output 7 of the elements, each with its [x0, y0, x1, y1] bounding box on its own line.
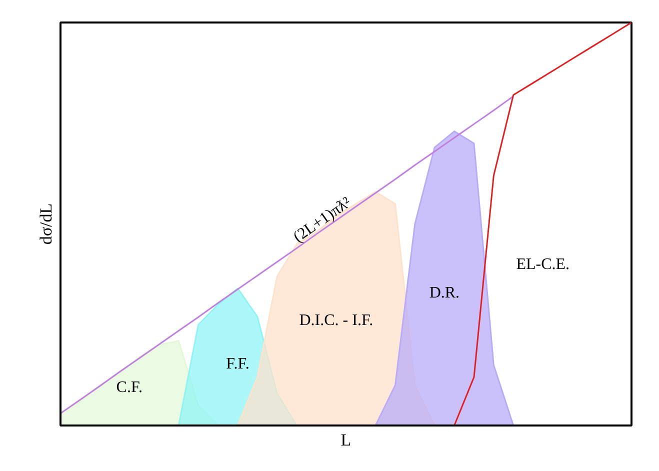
series-label: D.I.C. - I.F. [299, 312, 374, 329]
series-label: C.F. [116, 378, 143, 396]
series-label: EL-C.E. [516, 256, 570, 273]
y-axis-title: dσ/dL [36, 203, 56, 245]
x-axis-title: L [340, 430, 352, 450]
series-label: D.R. [429, 284, 460, 302]
series-label: F.F. [226, 355, 250, 372]
